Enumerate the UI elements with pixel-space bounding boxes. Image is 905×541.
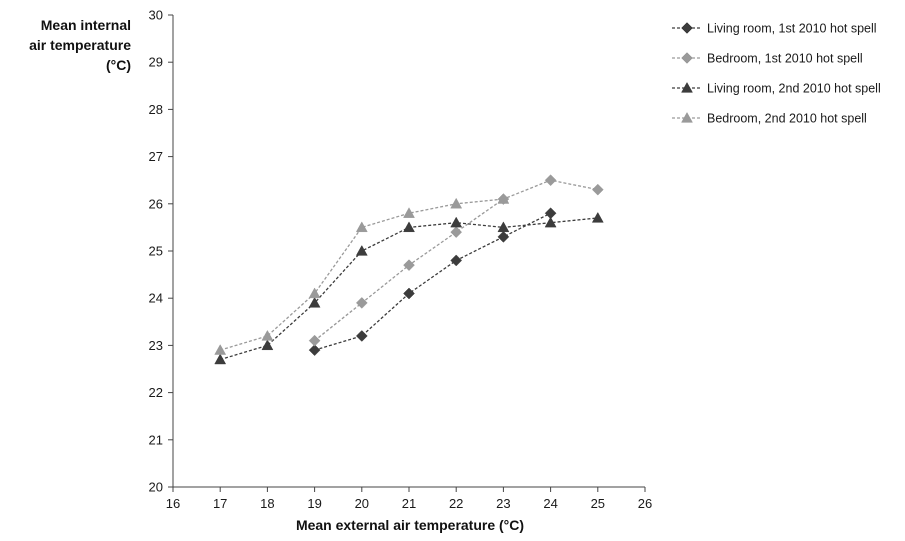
y-axis-title-line: Mean internal	[41, 17, 131, 33]
data-point	[214, 353, 227, 365]
y-axis-title-line: (°C)	[106, 57, 131, 73]
ticks: 16 17 18 19 20 21 22 23 24 25 26 20 21 22 23 24 25 26 27 28…	[149, 8, 653, 512]
x-tick-label: 16	[166, 496, 180, 511]
data-point	[450, 226, 463, 238]
legend-label: Living room, 1st 2010 hot spell	[707, 22, 877, 36]
legend-label: Living room, 2nd 2010 hot spell	[707, 82, 881, 96]
y-tick-label: 20	[149, 480, 163, 495]
x-axis-title: Mean external air temperature (°C)	[296, 517, 524, 533]
x-tick-label: 26	[638, 496, 652, 511]
data-point	[450, 216, 463, 228]
y-tick-label: 27	[149, 149, 163, 164]
data-point	[450, 254, 463, 267]
data-point	[544, 216, 557, 228]
y-tick-label: 22	[149, 385, 163, 400]
x-tick-label: 22	[449, 496, 463, 511]
series-3	[214, 211, 604, 365]
legend: Living room, 1st 2010 hot spell Bedroom, …	[672, 22, 881, 126]
axes	[172, 15, 645, 488]
legend-item: Bedroom, 1st 2010 hot spell	[672, 52, 863, 66]
legend-item: Living room, 2nd 2010 hot spell	[672, 82, 881, 96]
series-4	[214, 193, 510, 355]
y-tick-label: 28	[149, 102, 163, 117]
data-point	[261, 339, 274, 351]
x-tick-label: 18	[260, 496, 274, 511]
data-point	[403, 207, 415, 218]
legend-marker	[681, 111, 693, 123]
y-tick-label: 26	[149, 196, 163, 211]
y-axis-title: Mean internal air temperature (°C)	[29, 17, 131, 73]
data-point	[403, 287, 415, 300]
series-line	[314, 212, 551, 351]
legend-item: Living room, 1st 2010 hot spell	[672, 22, 877, 36]
data-point	[544, 174, 557, 187]
series-layer	[214, 174, 604, 365]
y-tick-label: 21	[149, 432, 163, 447]
y-tick-label: 25	[149, 244, 163, 259]
x-tick-label: 20	[355, 496, 369, 511]
data-point	[497, 193, 510, 204]
x-tick-label: 17	[213, 496, 227, 511]
data-point	[355, 221, 368, 233]
data-point	[403, 259, 415, 272]
data-point	[308, 334, 321, 347]
data-point	[214, 344, 227, 355]
data-point	[355, 297, 368, 309]
data-point	[591, 211, 604, 223]
data-point	[403, 221, 415, 233]
y-tick-label: 24	[149, 291, 163, 306]
data-point	[355, 244, 368, 256]
x-tick-label: 19	[307, 496, 321, 511]
data-point	[497, 230, 510, 243]
y-tick-label: 30	[149, 8, 163, 23]
x-tick-label: 24	[543, 496, 557, 511]
data-point	[308, 344, 321, 356]
data-point	[308, 287, 321, 299]
x-tick-label: 25	[591, 496, 605, 511]
legend-item: Bedroom, 2nd 2010 hot spell	[672, 112, 867, 126]
legend-label: Bedroom, 1st 2010 hot spell	[707, 52, 863, 66]
y-axis-title-line: air temperature	[29, 37, 131, 53]
y-tick-label: 29	[149, 55, 163, 70]
y-tick-label: 23	[149, 338, 163, 353]
series-1	[308, 207, 557, 356]
legend-marker	[681, 52, 693, 64]
data-point	[450, 197, 463, 209]
legend-marker	[681, 22, 693, 34]
legend-marker	[681, 81, 693, 93]
x-tick-label: 23	[496, 496, 510, 511]
data-point	[355, 330, 368, 342]
data-point	[308, 296, 321, 308]
data-point	[497, 221, 510, 233]
data-point	[261, 329, 274, 341]
data-point	[591, 183, 604, 196]
legend-label: Bedroom, 2nd 2010 hot spell	[707, 112, 867, 126]
x-tick-label: 21	[402, 496, 416, 511]
